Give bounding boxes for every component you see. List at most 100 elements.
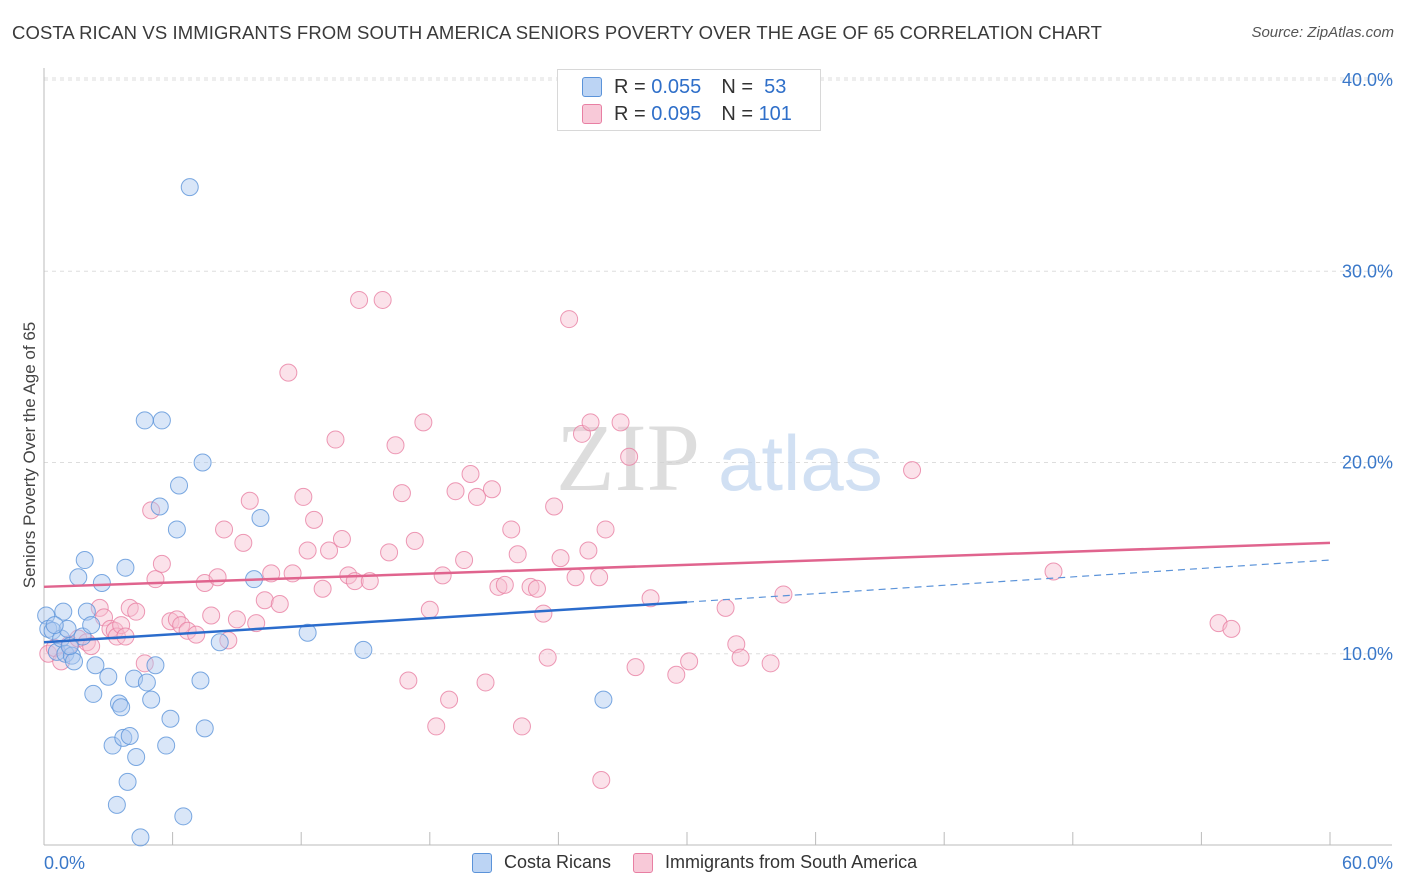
immigrant-point [152, 554, 171, 573]
immigrant-point [350, 290, 369, 309]
series-legend-costa-ricans[interactable]: Costa Ricans [472, 852, 611, 873]
y-tick-label: 30.0% [1342, 261, 1393, 281]
source-credit: Source: ZipAtlas.com [1251, 24, 1394, 41]
immigrant-point [227, 610, 246, 629]
immigrant-point [215, 520, 234, 539]
costa-rican-point [251, 508, 270, 527]
legend-n-value: 101 [758, 102, 792, 125]
costa-rican-point [170, 476, 189, 495]
immigrant-point [414, 413, 433, 432]
immigrant-point [508, 545, 527, 564]
immigrant-point [551, 549, 570, 568]
costa-rican-point [77, 602, 96, 621]
costa-rican-point [99, 667, 118, 686]
costa-rican-point [150, 497, 169, 516]
costa-rican-point [210, 633, 229, 652]
legend-n-label: N = [721, 75, 753, 98]
legend-r-value: 0.055 [651, 75, 702, 98]
immigrant-point [202, 606, 221, 625]
costa-rican-point [195, 719, 214, 738]
costa-rican-point [193, 453, 212, 472]
chart-title: COSTA RICAN VS IMMIGRANTS FROM SOUTH AME… [12, 22, 1103, 43]
immigrant-point [178, 621, 197, 640]
costa-rican-point [118, 772, 137, 791]
immigrant-point [761, 654, 780, 673]
immigrant-point [527, 579, 546, 598]
immigrant-point [461, 464, 480, 483]
costa-rican-point [157, 736, 176, 755]
costa-rican-point [135, 411, 154, 430]
costa-rican-point [114, 728, 133, 747]
immigrant-point [716, 598, 735, 617]
immigrant-point [161, 612, 180, 631]
immigrant-point [581, 413, 600, 432]
immigrant-point [146, 570, 165, 589]
immigrant-point [596, 520, 615, 539]
immigrant-point [489, 577, 508, 596]
immigrant-point [467, 487, 486, 506]
immigrant-point [502, 520, 521, 539]
series-legend: Costa Ricans Immigrants from South Ameri… [472, 852, 939, 873]
immigrant-point [112, 616, 131, 635]
costa-rican-point [146, 656, 165, 675]
costa-rican-point [112, 698, 131, 717]
immigrant-point [270, 595, 289, 614]
legend-r-label: R = [614, 75, 646, 98]
costa-rican-point [45, 616, 64, 635]
costa-rican-point [161, 709, 180, 728]
legend-swatch-pink [582, 104, 602, 124]
immigrant-point [373, 290, 392, 309]
immigrant-point [620, 447, 639, 466]
series-swatch-blue [472, 852, 492, 873]
immigrant-point [579, 541, 598, 560]
y-tick-label: 40.0% [1342, 70, 1393, 90]
legend-row-costa-ricans: R = 0.055 N = 53 [582, 75, 786, 99]
y-tick-label: 10.0% [1342, 644, 1393, 664]
series-name: Immigrants from South America [665, 852, 918, 872]
immigrant-point [903, 461, 922, 480]
series-swatch-pink [633, 852, 654, 873]
costa-rican-point [116, 558, 135, 577]
immigrant-point [433, 566, 452, 585]
x-tick-label: 0.0% [44, 853, 85, 873]
immigrant-point [247, 614, 266, 633]
costa-rican-point [107, 795, 126, 814]
legend-n-value: 53 [764, 75, 787, 98]
immigrant-point [405, 531, 424, 550]
immigrant-point [727, 635, 746, 654]
immigrant-point [1222, 619, 1241, 638]
legend-r-label: R = [614, 102, 646, 125]
immigrant-point [440, 690, 459, 709]
immigrant-point [320, 541, 339, 560]
costa-rican-point [82, 616, 101, 635]
costa-rican-point [167, 520, 186, 539]
immigrant-point [560, 310, 579, 329]
immigrant-point [420, 600, 439, 619]
costa-rican-point [127, 748, 146, 767]
costa-rican-trendline [43, 600, 688, 644]
costa-rican-point [92, 573, 111, 592]
series-legend-immigrants[interactable]: Immigrants from South America [633, 852, 917, 873]
legend-r-value: 0.095 [651, 102, 702, 125]
immigrant-point [399, 671, 418, 690]
immigrant-point [298, 541, 317, 560]
costa-rican-point [142, 690, 161, 709]
immigrant-point [294, 487, 313, 506]
immigrant-point [1044, 562, 1063, 581]
immigrant-point [611, 413, 630, 432]
costa-rican-point [86, 656, 105, 675]
immigrant-point [592, 770, 611, 789]
costa-rican-point [174, 807, 193, 826]
costa-rican-point [137, 673, 156, 692]
watermark-zip: ZIP [556, 404, 700, 511]
legend-row-immigrants: R = 0.095 N = 101 [582, 102, 792, 126]
immigrant-point [495, 575, 514, 594]
immigrant-point [187, 625, 206, 644]
costa-rican-point [54, 602, 73, 621]
x-tick-label: 60.0% [1342, 853, 1393, 873]
series-name: Costa Ricans [504, 852, 612, 872]
costa-rican-point [131, 828, 150, 847]
correlation-legend: R = 0.055 N = 53 R = 0.095 N = 101 [557, 69, 821, 131]
immigrant-trendline [43, 541, 1331, 589]
